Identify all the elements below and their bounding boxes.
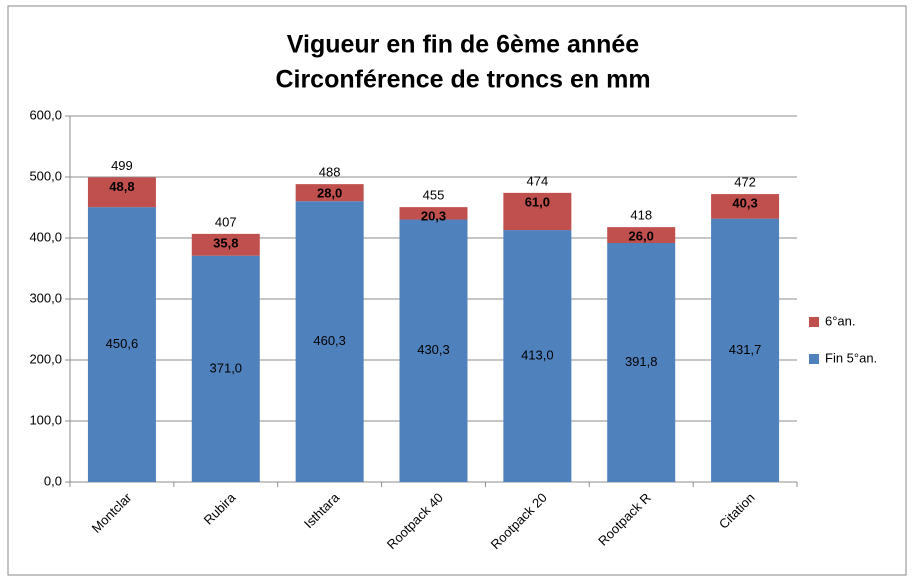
bar-segment	[399, 207, 468, 220]
value-label: 450,6	[106, 336, 139, 351]
chart-title: Vigueur en fin de 6ème année	[287, 31, 640, 59]
value-label: 413,0	[521, 347, 554, 362]
total-label: 407	[215, 214, 237, 229]
total-label: 472	[734, 175, 756, 190]
bar-segment	[399, 219, 468, 482]
value-label: 28,0	[317, 186, 342, 201]
legend-label: 6°an.	[825, 313, 856, 328]
value-label: 430,3	[417, 342, 450, 357]
bar-segment	[295, 201, 364, 483]
value-label: 61,0	[525, 194, 550, 209]
y-tick-label: 500,0	[29, 168, 62, 183]
total-label: 418	[630, 208, 652, 223]
total-label: 474	[527, 173, 549, 188]
value-label: 48,8	[109, 179, 134, 194]
bar-segment	[503, 230, 572, 482]
value-label: 26,0	[629, 229, 654, 244]
bar-segment	[503, 192, 572, 231]
y-tick-label: 400,0	[29, 229, 62, 244]
total-label: 455	[423, 188, 445, 203]
y-tick-label: 300,0	[29, 290, 62, 305]
bar-segment	[87, 177, 156, 208]
total-label: 488	[319, 165, 341, 180]
value-label: 40,3	[732, 196, 757, 211]
bar-segment	[191, 233, 260, 256]
value-label: 460,3	[313, 333, 346, 348]
bar-segment	[711, 218, 780, 482]
value-label: 391,8	[625, 354, 658, 369]
legend-swatch	[809, 317, 819, 327]
value-label: 20,3	[421, 209, 446, 224]
bar-segment	[191, 255, 260, 482]
y-tick-label: 600,0	[29, 107, 62, 122]
legend-swatch	[809, 354, 819, 364]
chart-subtitle: Circonférence de troncs en mm	[275, 66, 650, 94]
value-label: 431,7	[729, 342, 762, 357]
total-label: 499	[111, 158, 133, 173]
legend-label: Fin 5°an.	[825, 350, 877, 365]
bar-segment	[295, 184, 364, 202]
y-tick-label: 0,0	[44, 473, 62, 488]
bar-segment	[711, 194, 780, 219]
bar-segment	[607, 243, 676, 482]
value-label: 371,0	[210, 360, 243, 375]
y-tick-label: 200,0	[29, 351, 62, 366]
value-label: 35,8	[213, 235, 238, 250]
bar-segment	[87, 207, 156, 482]
bar-segment	[607, 227, 676, 244]
y-tick-label: 100,0	[29, 412, 62, 427]
